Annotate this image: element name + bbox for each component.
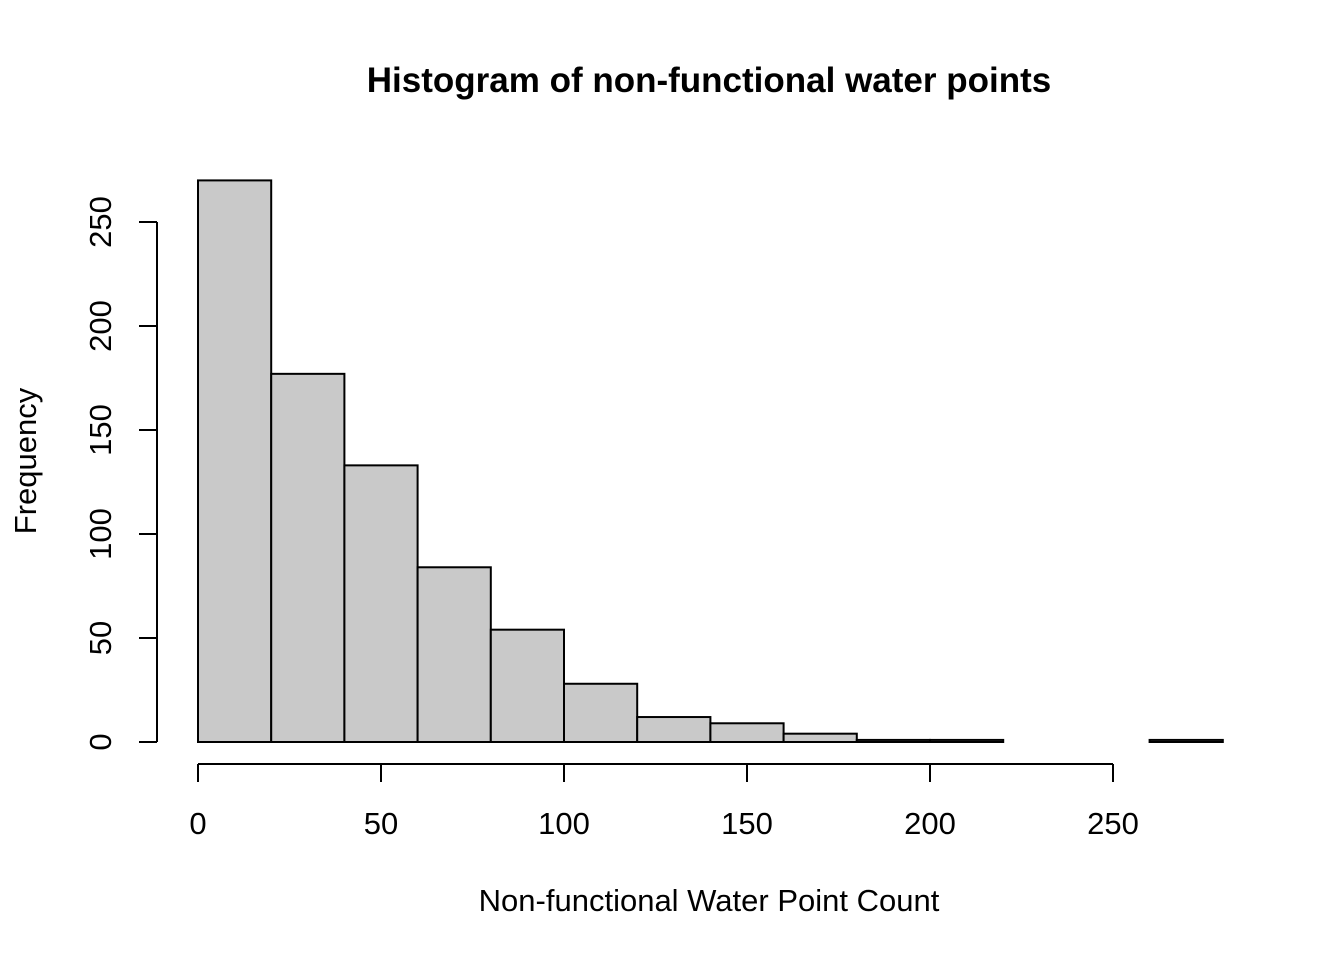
x-tick-label-4: 200 (904, 806, 956, 841)
histogram-bar-1 (270, 372, 346, 743)
histogram-bar-7 (709, 722, 785, 744)
histogram-bar-0 (197, 179, 273, 743)
y-tick-label-2: 100 (83, 508, 118, 560)
y-tick-label-0: 0 (83, 733, 118, 750)
histogram-bar-13 (1148, 738, 1224, 743)
histogram-bar-3 (416, 566, 492, 744)
y-tick-label-5: 250 (83, 196, 118, 248)
chart-title: Histogram of non-functional water points (367, 61, 1051, 100)
y-axis-label: Frequency (8, 387, 43, 534)
y-tick-label-1: 50 (83, 621, 118, 655)
x-axis-label: Non-functional Water Point Count (479, 883, 940, 918)
histogram-bar-2 (343, 464, 419, 743)
x-tick-label-0: 0 (189, 806, 206, 841)
x-tick-label-3: 150 (721, 806, 773, 841)
histogram-bar-9 (855, 738, 931, 743)
histogram-bar-6 (636, 716, 712, 743)
y-tick-label-4: 200 (83, 300, 118, 352)
x-tick-label-1: 50 (364, 806, 398, 841)
histogram-bars (197, 179, 1224, 744)
x-tick-label-5: 250 (1087, 806, 1139, 841)
x-tick-label-2: 100 (538, 806, 590, 841)
histogram-bar-5 (563, 682, 639, 744)
histogram-bar-8 (782, 732, 858, 743)
y-axis: 0 50 100 150 200 250 (83, 196, 158, 751)
y-tick-label-3: 150 (83, 404, 118, 456)
histogram-bar-4 (489, 628, 565, 743)
histogram-bar-10 (929, 738, 1005, 743)
x-axis: 0 50 100 150 200 250 (189, 763, 1139, 841)
